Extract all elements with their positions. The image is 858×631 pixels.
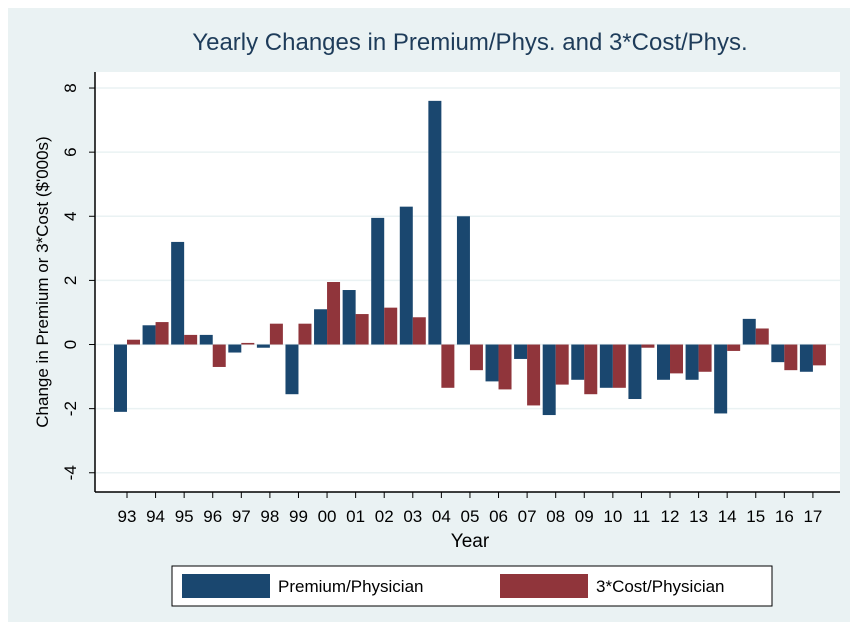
x-tick-label: 09 (575, 507, 594, 526)
x-tick-label: 95 (175, 507, 194, 526)
bar (498, 344, 512, 390)
legend-box (171, 565, 773, 607)
bar (384, 307, 398, 345)
bar (784, 344, 798, 371)
x-tick-label: 94 (146, 507, 165, 526)
x-tick-label: 01 (346, 507, 365, 526)
x-tick-label: 00 (318, 507, 337, 526)
bar (126, 339, 140, 345)
bar (727, 344, 741, 351)
bar (571, 344, 585, 380)
bar (256, 344, 270, 348)
x-axis-title: Year (451, 531, 490, 552)
bar (199, 334, 213, 345)
bar (327, 282, 341, 345)
x-tick-label: 99 (289, 507, 308, 526)
bar (542, 344, 556, 416)
y-tick-label: 2 (61, 276, 80, 285)
bar (685, 344, 699, 380)
x-tick-label: 97 (232, 507, 251, 526)
y-tick-label: -2 (61, 401, 80, 416)
x-tick-label: 17 (803, 507, 822, 526)
bar (371, 217, 385, 345)
legend-label: 3*Cost/Physician (596, 577, 725, 596)
bar (469, 344, 483, 371)
x-tick-label: 04 (432, 507, 451, 526)
bar (799, 344, 813, 372)
bar (314, 309, 328, 345)
y-tick-label: 8 (61, 83, 80, 92)
legend-swatch (182, 574, 270, 598)
bar (612, 344, 626, 388)
bar (485, 344, 499, 382)
y-tick-label: -4 (61, 465, 80, 480)
bar (599, 344, 613, 388)
bar (714, 344, 728, 414)
bar (113, 344, 127, 412)
bar (441, 344, 455, 388)
bar (412, 317, 426, 345)
bar (269, 323, 283, 345)
bar (285, 344, 299, 395)
bar (657, 344, 671, 380)
bar (812, 344, 826, 366)
x-tick-label: 98 (260, 507, 279, 526)
x-tick-label: 08 (546, 507, 565, 526)
y-axis-title: Change in Premium or 3*Cost ($'000s) (33, 136, 52, 427)
x-tick-label: 06 (489, 507, 508, 526)
bar (142, 325, 156, 345)
bar (456, 216, 470, 345)
x-tick-label: 15 (746, 507, 765, 526)
x-tick-label: 05 (460, 507, 479, 526)
x-tick-label: 07 (518, 507, 537, 526)
chart-title: Yearly Changes in Premium/Phys. and 3*Co… (192, 29, 747, 56)
x-tick-label: 10 (603, 507, 622, 526)
x-tick-label: 93 (118, 507, 137, 526)
x-tick-label: 11 (633, 507, 651, 526)
bar (342, 290, 356, 345)
bar (555, 344, 569, 385)
bar (212, 344, 226, 367)
legend-label: Premium/Physician (278, 577, 424, 596)
bar (527, 344, 541, 406)
bar (171, 241, 185, 345)
x-tick-label: 13 (689, 507, 708, 526)
bar (155, 322, 169, 345)
bar (742, 318, 756, 345)
bar (584, 344, 598, 395)
y-tick-label: 6 (61, 147, 80, 156)
bar (755, 328, 769, 345)
bar (771, 344, 785, 363)
bar (399, 206, 413, 345)
y-tick-label: 4 (61, 212, 80, 221)
x-tick-label: 14 (718, 507, 737, 526)
legend-swatch (500, 574, 588, 598)
bar (670, 344, 684, 374)
bar (641, 344, 655, 348)
x-tick-label: 12 (661, 507, 680, 526)
x-tick-label: 03 (403, 507, 422, 526)
bar (355, 314, 369, 345)
x-tick-label: 02 (375, 507, 394, 526)
bar (298, 323, 312, 345)
bar (698, 344, 712, 372)
x-tick-label: 16 (775, 507, 794, 526)
bar (228, 344, 242, 353)
bar (628, 344, 642, 400)
bar (241, 342, 255, 345)
bar (428, 100, 442, 345)
x-tick-label: 96 (203, 507, 222, 526)
bar (514, 344, 528, 359)
y-tick-label: 0 (61, 340, 80, 349)
bar (184, 334, 198, 345)
